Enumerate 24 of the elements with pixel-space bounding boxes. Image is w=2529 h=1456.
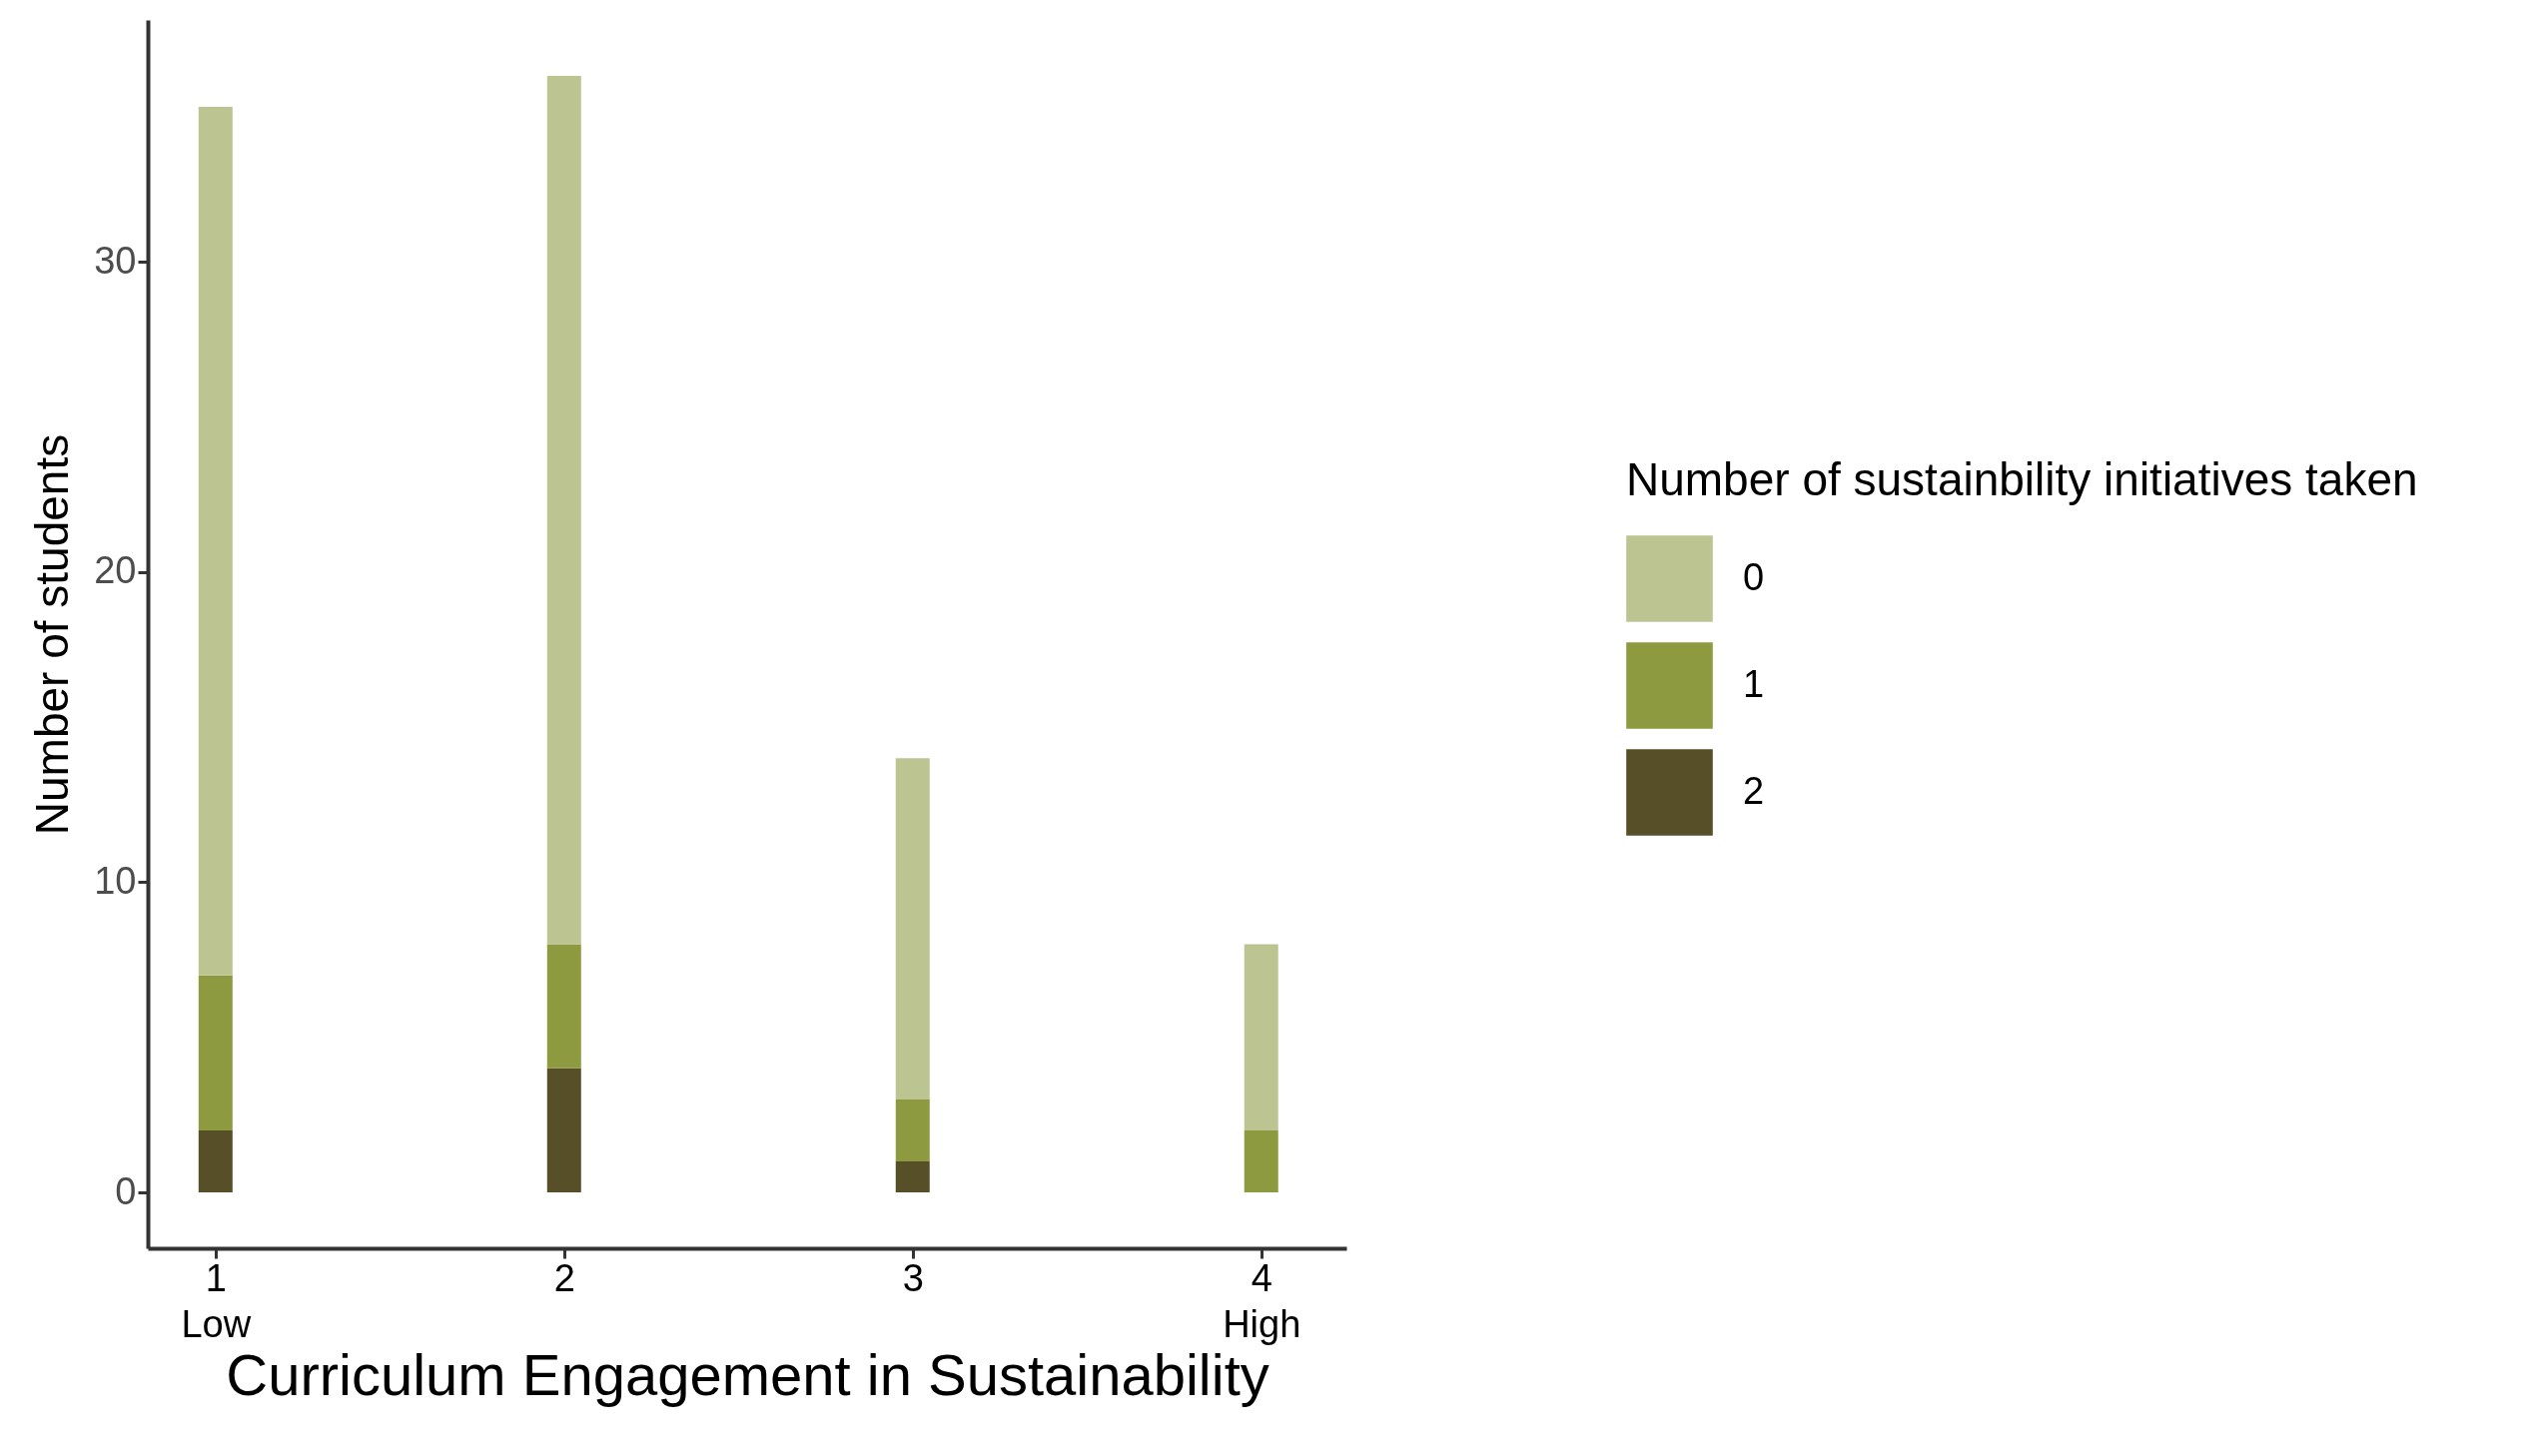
bar [198, 1129, 233, 1193]
legend-label: 1 [1743, 662, 1765, 705]
bar [1244, 944, 1278, 1130]
y-tick-label: 10 [94, 859, 137, 902]
bar [895, 1161, 930, 1193]
bar [895, 1098, 930, 1162]
x-tick-label: 3 [902, 1256, 924, 1299]
bar [546, 944, 581, 1069]
bar [546, 1068, 581, 1193]
y-tick-label: 0 [115, 1169, 137, 1212]
legend-label: 0 [1743, 555, 1765, 598]
bar [895, 758, 930, 1099]
bar [546, 75, 581, 945]
legend-label: 2 [1743, 769, 1765, 812]
x-tick-label: 2 [553, 1256, 575, 1299]
legend-title: Number of sustainbility initiatives taken [1626, 453, 2418, 505]
x-tick-label: 1 Low [181, 1256, 252, 1345]
bar [1244, 1129, 1278, 1193]
bar [198, 975, 233, 1130]
y-tick-label: 20 [94, 549, 137, 592]
y-tick-label: 30 [94, 239, 137, 282]
y-axis-title: Number of students [26, 433, 79, 836]
x-tick-label: 4 High [1223, 1256, 1301, 1345]
bar [198, 106, 233, 976]
